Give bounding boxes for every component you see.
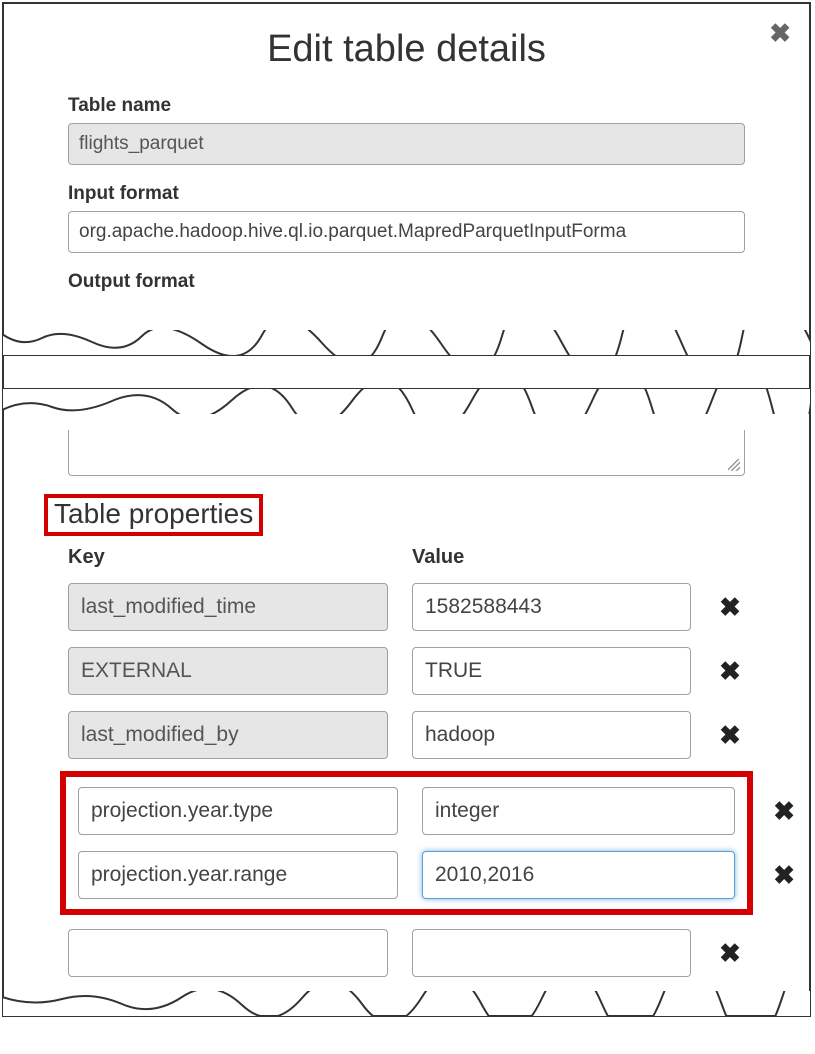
property-row: ✖: [56, 639, 757, 703]
property-value-input[interactable]: [412, 647, 691, 695]
dialog-frame: ✖ Edit table details Table name Input fo…: [2, 2, 811, 1017]
property-key-input[interactable]: [78, 787, 398, 835]
property-row: ✖: [56, 703, 757, 767]
property-key-input[interactable]: [78, 851, 398, 899]
property-value-input[interactable]: [412, 929, 691, 977]
property-row: ✖: [66, 843, 747, 907]
column-header-value: Value: [412, 546, 745, 569]
property-row: ✖: [66, 779, 747, 843]
delete-row-icon[interactable]: ✖: [773, 796, 795, 826]
property-row: ✖: [56, 921, 757, 985]
delete-row-icon[interactable]: ✖: [719, 720, 741, 750]
dialog-lower-segment: Table properties Key Value ✖✖✖✖✖✖: [4, 390, 809, 1015]
field-input-format: Input format: [68, 183, 745, 253]
property-value-input[interactable]: [412, 711, 691, 759]
highlighted-rows: ✖✖: [60, 771, 753, 915]
input-format-input[interactable]: [68, 211, 745, 253]
property-key-input: [68, 647, 388, 695]
property-key-input: [68, 583, 388, 631]
dialog-upper-segment: ✖ Edit table details Table name Input fo…: [4, 4, 809, 354]
torn-edge-icon: [2, 330, 811, 356]
torn-edge-icon: [2, 991, 811, 1017]
output-format-label: Output format: [68, 271, 745, 293]
torn-edge-icon: [2, 388, 811, 414]
delete-row-icon[interactable]: ✖: [719, 938, 741, 968]
delete-row-icon[interactable]: ✖: [719, 656, 741, 686]
properties-header-row: Key Value: [56, 546, 757, 575]
property-value-input[interactable]: [412, 583, 691, 631]
property-value-input[interactable]: [422, 787, 735, 835]
field-table-name: Table name: [68, 95, 745, 165]
delete-row-icon[interactable]: ✖: [773, 860, 795, 890]
torn-gap: [4, 354, 809, 390]
table-name-input: [68, 123, 745, 165]
input-format-label: Input format: [68, 183, 745, 205]
property-value-input[interactable]: [422, 851, 735, 899]
property-key-input: [68, 711, 388, 759]
truncated-textarea[interactable]: [68, 430, 745, 476]
properties-table: Key Value ✖✖✖✖✖✖: [56, 546, 757, 985]
table-name-label: Table name: [68, 95, 745, 117]
table-properties-heading: Table properties: [44, 494, 263, 536]
field-output-format: Output format: [68, 271, 745, 293]
column-header-key: Key: [68, 546, 388, 569]
property-row: ✖: [56, 575, 757, 639]
property-key-input[interactable]: [68, 929, 388, 977]
delete-row-icon[interactable]: ✖: [719, 592, 741, 622]
close-icon[interactable]: ✖: [769, 20, 791, 46]
dialog-title: Edit table details: [44, 28, 769, 71]
resize-grip-icon[interactable]: [728, 459, 740, 471]
